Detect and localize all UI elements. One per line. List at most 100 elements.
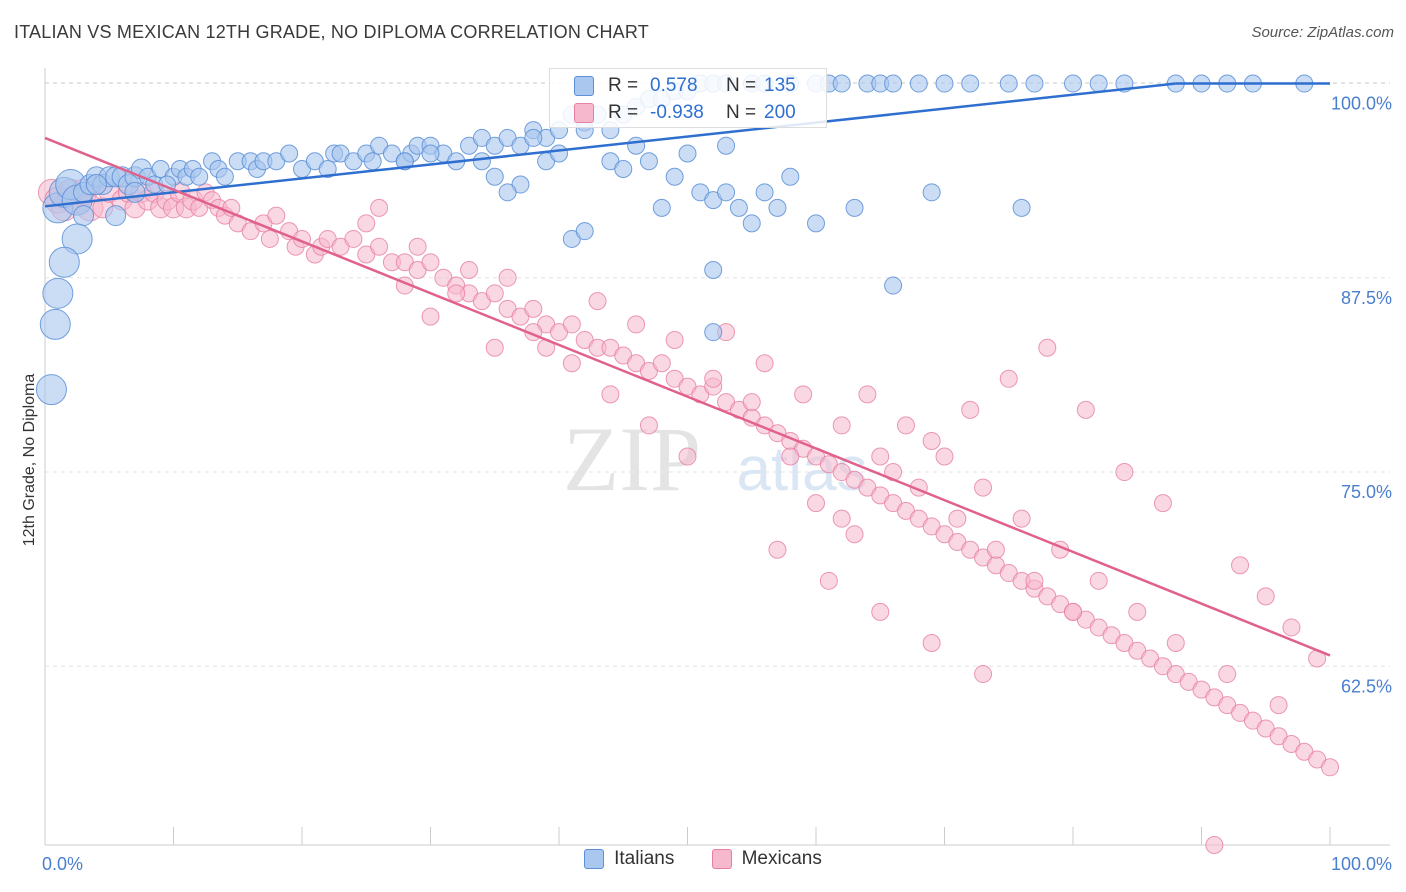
mexicans-point [421, 253, 440, 272]
mexicans-point [588, 292, 607, 311]
mexicans-point [845, 525, 864, 544]
source-credit[interactable]: Source: ZipAtlas.com [1251, 24, 1394, 41]
mexicans-n-value: 200 [764, 102, 796, 123]
mexicans-point [819, 571, 838, 590]
mexicans-point [1153, 494, 1172, 513]
mexicans-point [755, 354, 774, 373]
y-axis-label: 12th Grade, No Diploma [21, 374, 38, 547]
italians-point [922, 183, 941, 202]
mexicans-point [961, 400, 980, 419]
mexicans-point [1064, 602, 1082, 621]
mexicans-point [922, 633, 941, 652]
italians-r-label: R = [608, 75, 639, 96]
italians-point [678, 144, 697, 163]
mexicans-point [922, 431, 941, 450]
mexicans-r-value: -0.938 [650, 102, 704, 123]
mexicans-point [1089, 571, 1108, 590]
italians-point [845, 198, 864, 217]
italians-point [35, 374, 67, 406]
mexicans-point [267, 206, 286, 225]
italians-point [807, 214, 825, 233]
italians-point [768, 198, 787, 217]
mexicans-point [768, 540, 787, 559]
italians-point [280, 144, 299, 163]
mexicans-point [447, 284, 466, 303]
italians-point [717, 183, 736, 202]
mexicans-n-label: N = [726, 102, 757, 123]
legend-item-mexicans[interactable]: Mexicans [711, 848, 822, 870]
mexicans-point [1321, 758, 1339, 777]
mexicans-point [485, 338, 504, 357]
italians-point [318, 160, 337, 179]
italians-point [884, 276, 903, 295]
italians-point [421, 144, 440, 163]
mexicans-point [1115, 463, 1134, 482]
italians-point [73, 205, 95, 227]
mexicans-point [370, 198, 389, 217]
mexicans-point [935, 447, 954, 466]
italians-point [961, 74, 980, 93]
mexicans-point [485, 284, 504, 303]
legend-mexicans-label: Mexicans [741, 848, 822, 869]
italians-point [884, 74, 903, 93]
mexicans-swatch [574, 103, 594, 123]
italians-point [550, 144, 568, 163]
mexicans-point [524, 299, 543, 318]
italians-point [652, 198, 671, 217]
mexicans-point [858, 385, 877, 404]
legend-italians-label: Italians [614, 848, 675, 869]
mexicans-point [370, 237, 389, 256]
italians-trend-line [44, 82, 1176, 208]
mexicans-point [1256, 587, 1275, 606]
mexicans-point [807, 494, 825, 513]
mexicans-point [832, 509, 851, 528]
mexicans-trend-line [44, 136, 1331, 657]
mexicans-point [1282, 618, 1301, 637]
mexicans-point [781, 447, 800, 466]
italians-point [1064, 74, 1082, 93]
mexicans-point [1269, 696, 1288, 715]
italians-point [124, 181, 146, 203]
y-tick-label: 62.5% [1341, 676, 1392, 696]
italians-point [935, 74, 954, 93]
italians-point [1025, 74, 1044, 93]
trend-lines [44, 82, 1331, 657]
italians-point [498, 183, 517, 202]
y-tick-label: 75.0% [1341, 482, 1392, 502]
mexicans-point [1038, 338, 1057, 357]
italians-point [472, 152, 491, 171]
mexicans-point [1166, 633, 1185, 652]
italians-point [395, 152, 414, 171]
mexicans-point [1012, 509, 1031, 528]
italians-swatch [574, 76, 594, 96]
italians-point [105, 205, 127, 227]
legend-mexicans-swatch [711, 849, 732, 869]
mexicans-point [357, 214, 376, 233]
italians-points [35, 74, 1314, 406]
mexicans-point [627, 315, 646, 334]
legend-item-italians[interactable]: Italians [584, 848, 674, 870]
italians-n-label: N = [726, 75, 757, 96]
italians-point [909, 74, 928, 93]
mexicans-point [974, 478, 993, 497]
mexicans-point [1218, 665, 1237, 684]
mexicans-point [871, 602, 890, 621]
x-tick-label-min: 0.0% [42, 854, 83, 874]
chart-legend: Italians Mexicans [0, 848, 1406, 875]
italians-point [215, 167, 234, 186]
mexicans-point [1205, 836, 1224, 854]
italians-point [999, 74, 1018, 93]
italians-point [717, 136, 736, 155]
mexicans-point [678, 447, 697, 466]
mexicans-point [639, 416, 658, 435]
mexicans-point [344, 229, 363, 248]
mexicans-point [1128, 602, 1147, 621]
italians-point [627, 136, 646, 155]
italians-point [665, 167, 684, 186]
stats-box: R = 0.578 N = 135 R = -0.938 N = 200 [549, 68, 827, 128]
italians-point [1012, 198, 1031, 217]
mexicans-point [986, 540, 1005, 559]
italians-point [1089, 74, 1108, 93]
mexicans-point [498, 268, 517, 287]
italians-point [524, 128, 543, 147]
